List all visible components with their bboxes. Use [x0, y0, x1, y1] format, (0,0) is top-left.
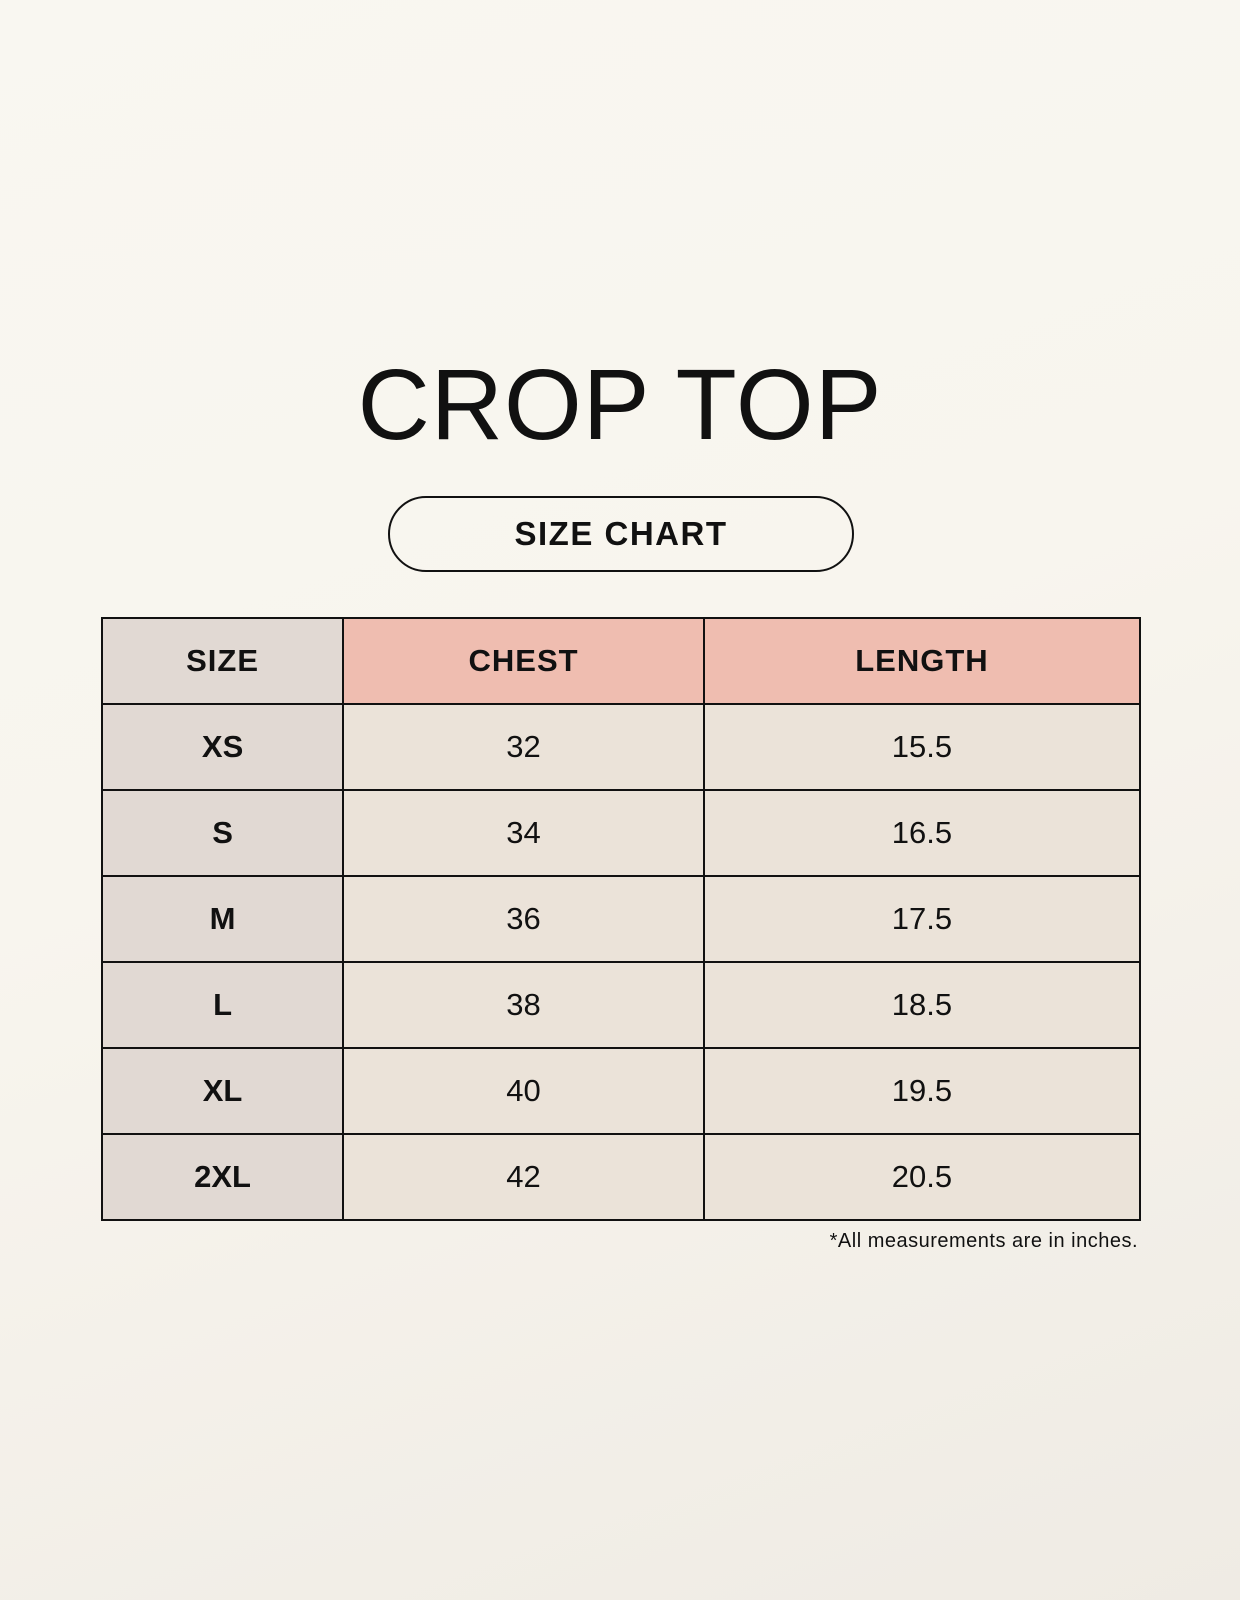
table-cell: 16.5	[702, 789, 1142, 877]
table-cell: 15.5	[702, 703, 1142, 791]
table-cell: 34	[342, 789, 705, 877]
table-cell: 20.5	[702, 1133, 1142, 1221]
table-row: S 34 16.5	[100, 789, 1142, 877]
size-chart-badge: SIZE CHART	[388, 496, 854, 572]
size-table: SIZE CHEST LENGTH XS 32 15.5 S 34 16.5 M 36 17.5 L 3…	[100, 617, 1142, 1221]
table-row: XS 32 15.5	[100, 703, 1142, 791]
table-header-row: SIZE CHEST LENGTH	[100, 617, 1142, 705]
table-cell: 18.5	[702, 961, 1142, 1049]
table-cell: XL	[100, 1047, 345, 1135]
table-row: L 38 18.5	[100, 961, 1142, 1049]
footnote: *All measurements are in inches.	[829, 1230, 1138, 1252]
column-header-length: LENGTH	[702, 617, 1142, 705]
table-cell: 42	[342, 1133, 705, 1221]
table-cell: XS	[100, 703, 345, 791]
table-cell: S	[100, 789, 345, 877]
page-title: CROP TOP	[357, 349, 883, 461]
table-cell: 19.5	[702, 1047, 1142, 1135]
column-header-size: SIZE	[100, 617, 345, 705]
table-cell: 40	[342, 1047, 705, 1135]
table-cell: 2XL	[100, 1133, 345, 1221]
table-row: M 36 17.5	[100, 875, 1142, 963]
column-header-chest: CHEST	[342, 617, 705, 705]
table-cell: 36	[342, 875, 705, 963]
table-row: XL 40 19.5	[100, 1047, 1142, 1135]
table-cell: 17.5	[702, 875, 1142, 963]
table-cell: 32	[342, 703, 705, 791]
table-cell: 38	[342, 961, 705, 1049]
table-cell: M	[100, 875, 345, 963]
table-cell: L	[100, 961, 345, 1049]
table-row: 2XL 42 20.5	[100, 1133, 1142, 1221]
